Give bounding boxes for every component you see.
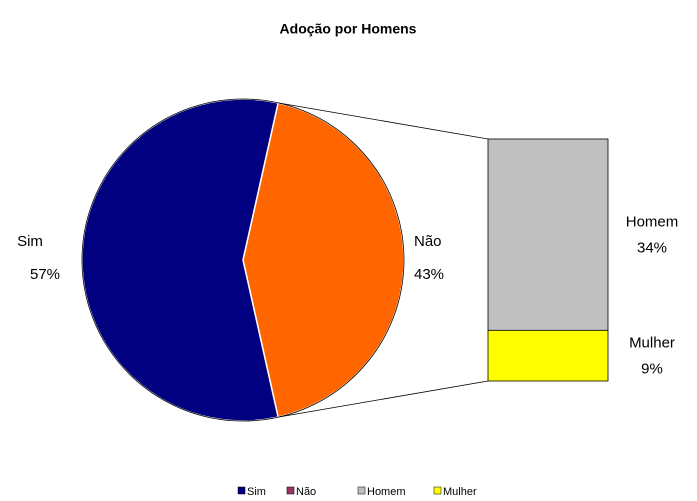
connector <box>278 102 489 140</box>
value-label: 9% <box>641 361 663 378</box>
pie-outline <box>81 98 405 422</box>
legend-label: Mulher <box>443 486 477 498</box>
value-label: 57% <box>30 266 60 283</box>
legend-swatch <box>237 486 246 495</box>
legend-label: Não <box>296 486 316 498</box>
bar-segment <box>487 138 609 331</box>
legend-swatch <box>433 486 442 495</box>
chart-title: Adoção por Homens <box>280 21 417 37</box>
category-label: Sim <box>17 233 43 250</box>
legend-label: Homem <box>367 486 406 498</box>
value-label: 34% <box>637 240 667 257</box>
legend-swatch <box>357 486 366 495</box>
connector <box>278 380 489 418</box>
bar-segment <box>487 329 609 382</box>
category-label: Mulher <box>629 335 675 352</box>
legend-label: Sim <box>247 486 266 498</box>
value-label: 43% <box>414 266 444 283</box>
category-label: Homem <box>626 214 679 231</box>
legend-swatch <box>286 486 295 495</box>
category-label: Não <box>414 233 442 250</box>
